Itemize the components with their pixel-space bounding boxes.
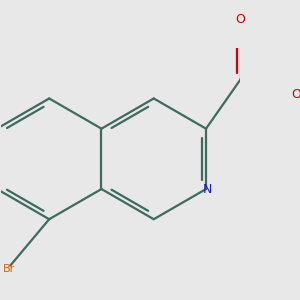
Text: O: O [291, 88, 300, 101]
Text: Br: Br [3, 264, 15, 274]
Text: N: N [203, 182, 212, 196]
Text: O: O [236, 13, 246, 26]
